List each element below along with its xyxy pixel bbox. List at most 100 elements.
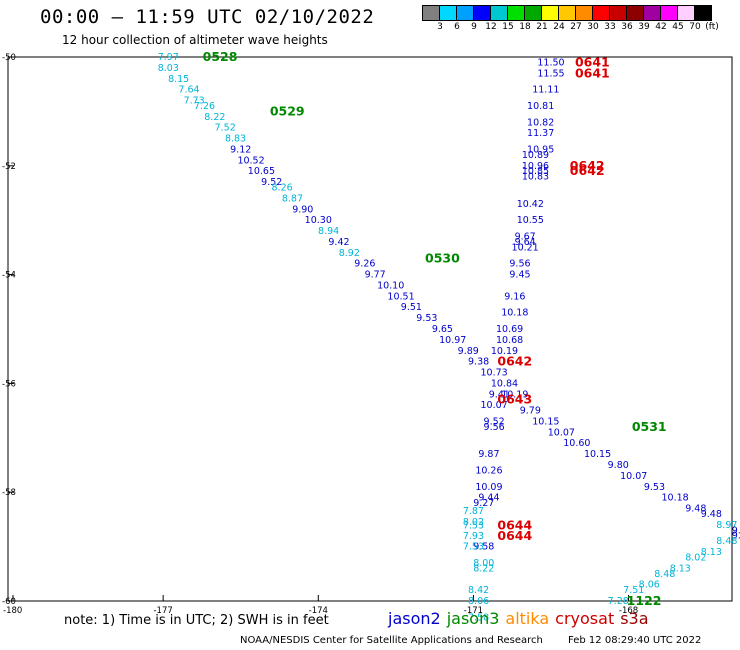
swh-label: 9.12: [230, 144, 251, 155]
color-swatch: [474, 6, 491, 20]
color-swatch: [576, 6, 593, 20]
swh-label: 7.58: [468, 612, 489, 623]
swh-label: 8.06: [639, 580, 660, 591]
color-scale-label: 70: [689, 22, 701, 32]
swh-label: 8.97: [716, 520, 737, 531]
swh-label: 9.56: [484, 422, 505, 433]
swh-label: 8.00: [473, 558, 494, 569]
swh-label: 10.19: [491, 346, 518, 357]
swh-label: 10.07: [548, 427, 575, 438]
swh-label: 7.52: [215, 123, 236, 134]
color-swatch: [491, 6, 508, 20]
swh-label: 9.65: [432, 324, 453, 335]
y-tick-label: -56: [2, 379, 16, 389]
x-tick-label: -174: [309, 606, 328, 616]
swh-label: 9.38: [468, 357, 489, 368]
swh-label: 10.68: [496, 335, 523, 346]
swh-label: 10.65: [248, 166, 275, 177]
swh-label: 11.37: [527, 128, 554, 139]
swh-label: 9.64: [515, 237, 536, 248]
x-tick-label: -171: [464, 606, 483, 616]
color-swatch: [593, 6, 610, 20]
swh-label: 10.26: [475, 465, 502, 476]
color-scale-label: 15: [502, 22, 514, 32]
swh-label: 10.15: [532, 416, 559, 427]
swh-label: 7.28: [608, 596, 629, 607]
swh-label: 8.94: [318, 226, 339, 237]
swh-label: 10.83: [522, 172, 549, 183]
color-scale-label: 33: [604, 22, 616, 32]
swh-label: 9.80: [608, 460, 629, 471]
mission-legend-item: jason2: [388, 609, 441, 628]
swh-label: 9.45: [509, 270, 530, 281]
swh-label: 10.73: [481, 368, 508, 379]
swh-label: 10.51: [387, 291, 414, 302]
color-scale-label: 9: [471, 22, 477, 32]
x-tick-label: -168: [619, 606, 638, 616]
swh-label: 10.18: [662, 493, 689, 504]
color-swatch: [644, 6, 661, 20]
swh-label: 7.93: [463, 531, 484, 542]
swh-label: 10.42: [517, 199, 544, 210]
color-swatch: [678, 6, 695, 20]
swh-label: 9.48: [701, 509, 722, 520]
color-swatch: [525, 6, 542, 20]
swh-label: 10.15: [584, 449, 611, 460]
color-scale-label: 6: [454, 22, 460, 32]
swh-label: 9.87: [478, 449, 499, 460]
color-scale-label: 42: [655, 22, 667, 32]
swh-label: 10.96: [522, 161, 549, 172]
color-swatch: [423, 6, 440, 20]
color-scale-label: 27: [570, 22, 582, 32]
mission-legend-item: jason3: [446, 609, 500, 628]
y-tick-label: -54: [2, 271, 16, 281]
swh-label: 9.41: [489, 389, 510, 400]
swh-label: 10.07: [620, 471, 647, 482]
color-scale-label: 21: [536, 22, 548, 32]
y-tick-label: -60: [2, 597, 16, 607]
y-tick-label: -58: [2, 488, 16, 498]
swh-label: 10.69: [496, 324, 523, 335]
page-title: 00:00 – 11:59 UTC 02/10/2022: [40, 6, 375, 28]
swh-label: 9.48: [685, 504, 706, 515]
color-scale-label: 18: [519, 22, 531, 32]
color-scale-label: 12: [485, 22, 497, 32]
swh-label: 8.06: [468, 596, 489, 607]
swh-label: 7.97: [158, 52, 179, 63]
pass-time-label: 0642: [497, 354, 532, 369]
swh-label: 9.79: [520, 406, 541, 417]
swh-label: 7.64: [178, 85, 199, 96]
swh-label: 10.84: [491, 378, 518, 389]
x-tick-label: -177: [153, 606, 172, 616]
swh-label: 7.87: [463, 506, 484, 517]
pass-time-label: 0644: [497, 528, 532, 543]
swh-label: 10.30: [305, 215, 332, 226]
swh-label: 11.11: [532, 85, 559, 96]
swh-label: 8.03: [158, 63, 179, 74]
swh-label: 9.26: [354, 259, 375, 270]
color-scale-label: 39: [638, 22, 650, 32]
swh-label: 7.73: [184, 96, 205, 107]
color-swatch: [627, 6, 644, 20]
swh-label: 9.90: [292, 204, 313, 215]
swh-label: 9.77: [365, 270, 386, 281]
pass-time-label: 1122: [627, 593, 662, 608]
swh-label: 9.27: [473, 498, 494, 509]
color-scale-labels: 3 6 9 12 15 18 21 24 27 30 33 36 39 42 45 70 (ft): [422, 22, 740, 36]
swh-label: 10.21: [512, 242, 539, 253]
swh-label: 10.60: [563, 438, 590, 449]
pass-time-label: 0531: [632, 419, 667, 434]
pass-time-label: 0528: [203, 49, 238, 64]
swh-label: 9.16: [504, 291, 525, 302]
color-swatch: [542, 6, 559, 20]
swh-label: 8.83: [225, 134, 246, 145]
swh-label: 9.27: [732, 525, 740, 536]
color-swatch: [457, 6, 474, 20]
x-tick-label: -180: [3, 606, 22, 616]
swh-label: 10.95: [527, 144, 554, 155]
swh-label: 8.87: [282, 193, 303, 204]
color-scale-label: 3: [437, 22, 443, 32]
swh-label: 8.13: [670, 563, 691, 574]
pass-time-label: 0641: [575, 54, 610, 69]
swh-label: 9.51: [401, 302, 422, 313]
